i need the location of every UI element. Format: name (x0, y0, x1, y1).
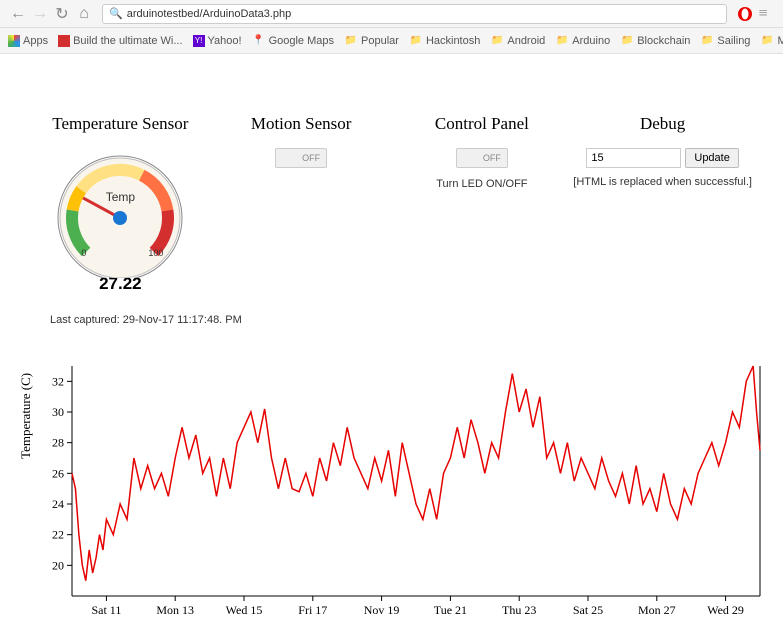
folder-icon: 📁 (620, 34, 634, 48)
bookmark-label: Build the ultimate Wi... (73, 35, 182, 47)
bookmarks-bar: Apps Build the ultimate Wi... Y!Yahoo! 📍Goo… (0, 28, 783, 54)
apps-icon (8, 35, 20, 47)
svg-text:30: 30 (52, 405, 64, 419)
menu-button[interactable]: ≡ (753, 4, 773, 24)
bookmark-item[interactable]: 📁Blockchain (620, 34, 690, 48)
bookmark-label: Mobile (777, 35, 783, 47)
motion-toggle[interactable]: OFF (275, 148, 327, 168)
back-button[interactable]: ← (8, 4, 28, 24)
temperature-gauge: Temp 0 100 (55, 148, 185, 278)
reload-button[interactable]: ↻ (52, 4, 72, 24)
folder-icon: 📁 (409, 34, 423, 48)
gmaps-icon: 📍 (252, 34, 266, 48)
forward-button[interactable]: → (30, 4, 50, 24)
svg-text:Wed 15: Wed 15 (226, 603, 263, 617)
yahoo-icon: Y! (193, 35, 205, 47)
bookmark-item[interactable]: 📁Hackintosh (409, 34, 480, 48)
bookmark-label: Android (507, 35, 545, 47)
bookmark-item[interactable]: 📁Sailing (700, 34, 750, 48)
browser-toolbar: ← → ↻ ⌂ 🔍 arduinotestbed/ArduinoData3.ph… (0, 0, 783, 28)
folder-icon: 📁 (555, 34, 569, 48)
svg-text:Mon 27: Mon 27 (638, 603, 676, 617)
bookmark-item[interactable]: 📁Popular (344, 34, 399, 48)
search-icon: 🔍 (109, 7, 123, 20)
bookmark-item[interactable]: 📁Android (490, 34, 545, 48)
debug-message: [HTML is replaced when successful.] (573, 176, 752, 188)
bookmark-label: Blockchain (637, 35, 690, 47)
bookmark-item[interactable]: 📁Arduino (555, 34, 610, 48)
favicon-icon (58, 35, 70, 47)
temperature-panel: Temperature Sensor Temp 0 100 27.22 (30, 114, 211, 294)
chart-ylabel: Temperature (C) (18, 372, 34, 458)
temperature-chart: Temperature (C) 20222426283032Sat 11Mon … (30, 356, 753, 631)
svg-text:24: 24 (52, 497, 64, 511)
svg-text:Sat 25: Sat 25 (573, 603, 603, 617)
control-title: Control Panel (392, 114, 573, 134)
svg-text:22: 22 (52, 528, 64, 542)
debug-panel: Debug Update [HTML is replaced when succ… (572, 114, 753, 294)
svg-text:20: 20 (52, 558, 64, 572)
url-bar[interactable]: 🔍 arduinotestbed/ArduinoData3.php (102, 4, 727, 24)
motion-panel: Motion Sensor OFF (211, 114, 392, 294)
gauge-min-tick: 0 (81, 248, 86, 258)
url-text: arduinotestbed/ArduinoData3.php (127, 8, 292, 20)
bookmark-label: Arduino (572, 35, 610, 47)
bookmark-item[interactable]: Build the ultimate Wi... (58, 35, 182, 47)
svg-text:Sat 11: Sat 11 (91, 603, 121, 617)
folder-icon: 📁 (344, 34, 358, 48)
svg-text:Thu 23: Thu 23 (502, 603, 536, 617)
debug-title: Debug (572, 114, 753, 134)
bookmark-label: Google Maps (269, 35, 334, 47)
svg-text:32: 32 (52, 374, 64, 388)
svg-text:28: 28 (52, 436, 64, 450)
bookmark-label: Popular (361, 35, 399, 47)
bookmark-label: Yahoo! (208, 35, 242, 47)
svg-text:Tue 21: Tue 21 (434, 603, 467, 617)
temperature-title: Temperature Sensor (30, 114, 211, 134)
gauge-max-tick: 100 (148, 248, 163, 258)
bookmark-item[interactable]: 📁Mobile (760, 34, 783, 48)
home-button[interactable]: ⌂ (74, 4, 94, 24)
led-toggle[interactable]: OFF (456, 148, 508, 168)
folder-icon: 📁 (700, 34, 714, 48)
bookmark-label: Apps (23, 35, 48, 47)
bookmark-item[interactable]: 📍Google Maps (252, 34, 334, 48)
svg-text:Fri 17: Fri 17 (298, 603, 327, 617)
svg-text:Mon 13: Mon 13 (156, 603, 194, 617)
debug-input[interactable] (586, 148, 681, 168)
gauge-label: Temp (55, 190, 185, 204)
control-panel: Control Panel OFF Turn LED ON/OFF (392, 114, 573, 294)
bookmark-item[interactable]: Y!Yahoo! (193, 35, 242, 47)
led-sublabel: Turn LED ON/OFF (436, 178, 527, 190)
folder-icon: 📁 (760, 34, 774, 48)
folder-icon: 📁 (490, 34, 504, 48)
page-content: Temperature Sensor Temp 0 100 27.22 Moti… (0, 54, 783, 641)
svg-text:Wed 29: Wed 29 (707, 603, 744, 617)
svg-text:Nov 19: Nov 19 (364, 603, 400, 617)
update-button[interactable]: Update (685, 148, 738, 168)
bookmark-label: Sailing (717, 35, 750, 47)
opera-icon (737, 6, 753, 22)
bookmark-label: Hackintosh (426, 35, 480, 47)
bookmark-item[interactable]: Apps (8, 35, 48, 47)
motion-title: Motion Sensor (211, 114, 392, 134)
capture-timestamp: Last captured: 29-Nov-17 11:17:48. PM (30, 314, 753, 326)
svg-text:26: 26 (52, 466, 64, 480)
